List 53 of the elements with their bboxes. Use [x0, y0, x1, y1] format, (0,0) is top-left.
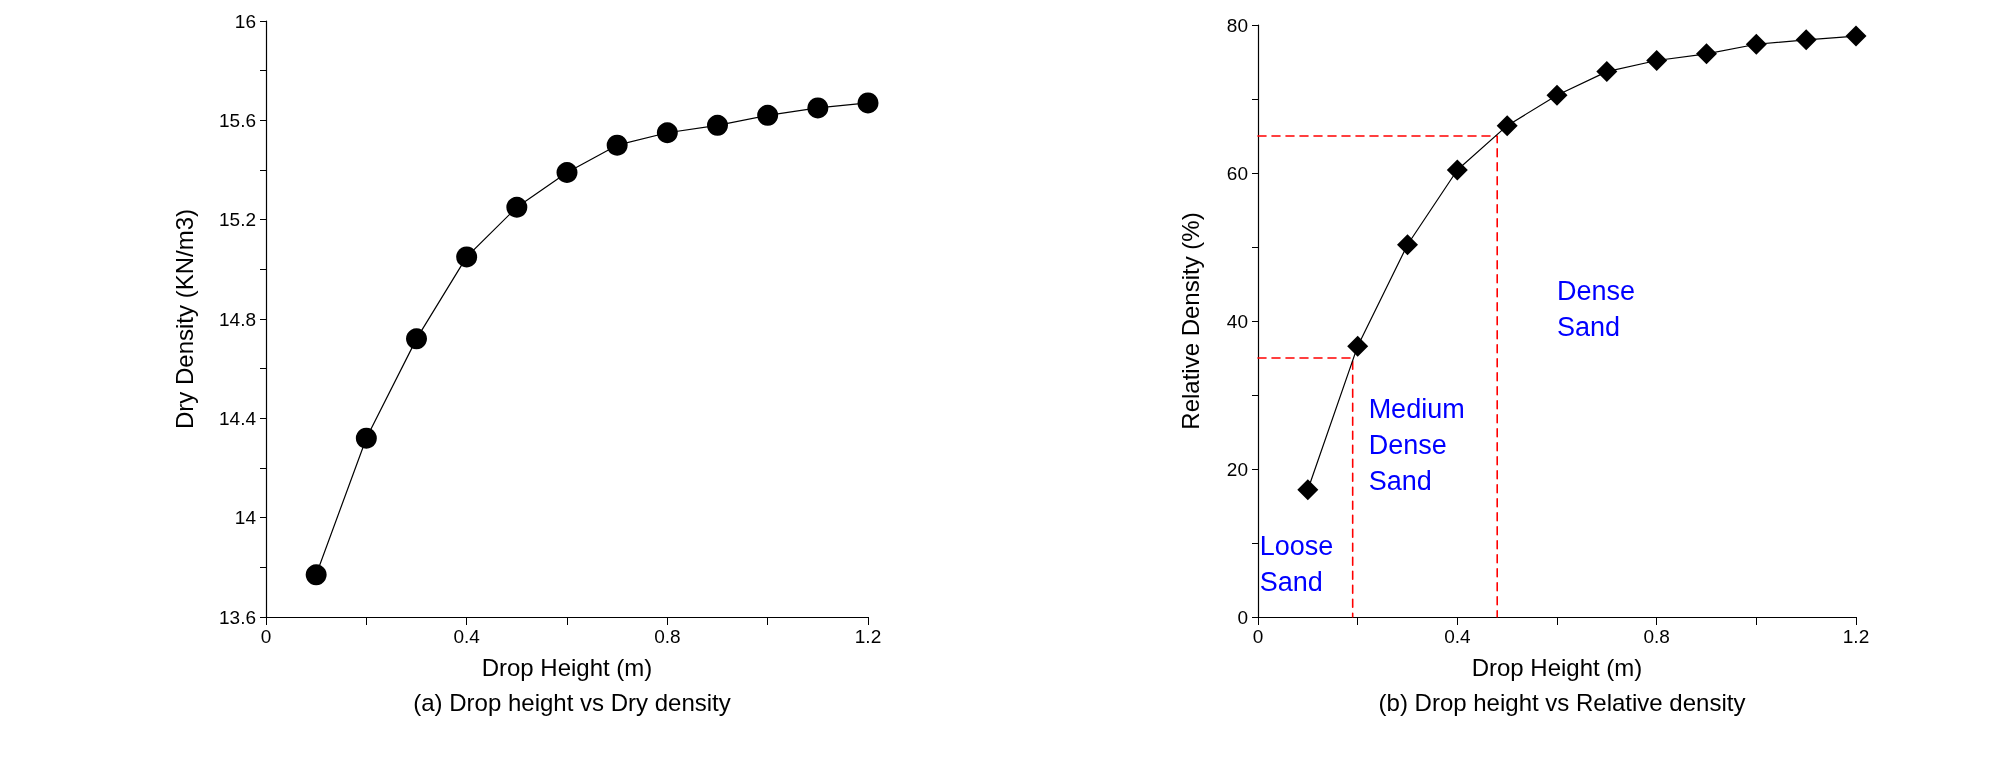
- point: [857, 92, 879, 114]
- point: [305, 564, 327, 586]
- point: [1397, 234, 1418, 256]
- x-tick-label: 0.4: [1444, 626, 1471, 647]
- x-tick-label: 0.8: [654, 626, 681, 647]
- annotation: Dense Sand: [1557, 276, 1636, 343]
- y-tick-label: 14.8: [219, 308, 256, 330]
- y-tick-label: 15.6: [219, 109, 256, 131]
- point: [1646, 50, 1668, 72]
- x-tick-label: 1.2: [854, 626, 882, 647]
- y-axis-title: Relative Density (%): [1176, 212, 1204, 430]
- point: [355, 427, 377, 449]
- point: [1845, 25, 1867, 47]
- x-axis-title: Drop Height (m): [1471, 653, 1643, 681]
- point: [606, 134, 628, 156]
- x-tick-label: 1.2: [1842, 626, 1870, 647]
- point: [1347, 335, 1369, 357]
- point: [456, 246, 478, 268]
- point: [1446, 159, 1468, 181]
- y-tick-label: 13.6: [219, 606, 256, 628]
- text: (a) Drop height vs Dry density: [413, 688, 731, 716]
- point: [1496, 115, 1518, 137]
- y-tick-label: 0: [1237, 606, 1248, 628]
- y-tick-label: 40: [1226, 310, 1248, 332]
- point: [807, 97, 829, 119]
- x-tick-label: 0.8: [1643, 626, 1670, 647]
- annotation: Loose Sand: [1259, 530, 1334, 597]
- y-tick-label: 14: [234, 507, 257, 529]
- point: [1696, 43, 1717, 65]
- y-axis-title: Dry Density (KN/m3): [170, 208, 198, 430]
- x-tick-label: 0: [1252, 626, 1264, 647]
- point: [656, 122, 678, 144]
- x-axis-title: Drop Height (m): [481, 653, 653, 681]
- point: [406, 328, 427, 350]
- x-tick-label: 0: [260, 626, 272, 647]
- y-tick-label: 80: [1226, 14, 1248, 36]
- point: [757, 104, 779, 126]
- point: [556, 161, 578, 183]
- point: [506, 196, 528, 218]
- point: [1795, 29, 1817, 51]
- point: [1745, 33, 1767, 55]
- y-tick-label: 14.4: [219, 407, 257, 429]
- point: [707, 114, 728, 136]
- y-tick-label: 20: [1226, 458, 1248, 480]
- point: [1297, 479, 1319, 501]
- annotation: Medium Dense Sand: [1368, 394, 1465, 497]
- point: [1596, 61, 1618, 83]
- y-tick-label: 15.2: [219, 209, 256, 231]
- y-tick-label: 16: [234, 10, 256, 32]
- point: [1546, 84, 1568, 106]
- x-tick-label: 0.4: [453, 626, 481, 647]
- text: (b) Drop height vs Relative density: [1378, 688, 1746, 716]
- y-tick-label: 60: [1226, 162, 1248, 184]
